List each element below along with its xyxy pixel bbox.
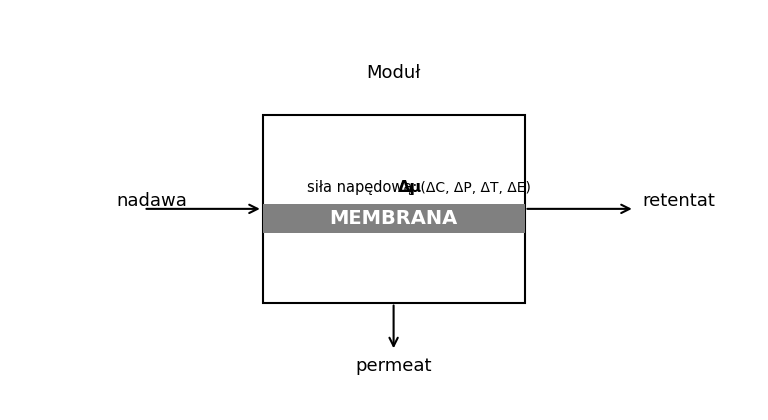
Bar <box>263 115 525 303</box>
Text: Moduł: Moduł <box>366 64 421 82</box>
Text: siła napędową:: siła napędową: <box>307 180 422 195</box>
Text: nadawa: nadawa <box>117 192 187 210</box>
Text: (ΔC, ΔP, ΔT, ΔE): (ΔC, ΔP, ΔT, ΔE) <box>415 181 531 195</box>
Text: retentat: retentat <box>642 192 715 210</box>
Text: Δμ: Δμ <box>398 180 422 195</box>
Text: MEMBRANA: MEMBRANA <box>329 209 458 228</box>
Text: permeat: permeat <box>356 357 432 375</box>
Bar <box>263 204 525 233</box>
